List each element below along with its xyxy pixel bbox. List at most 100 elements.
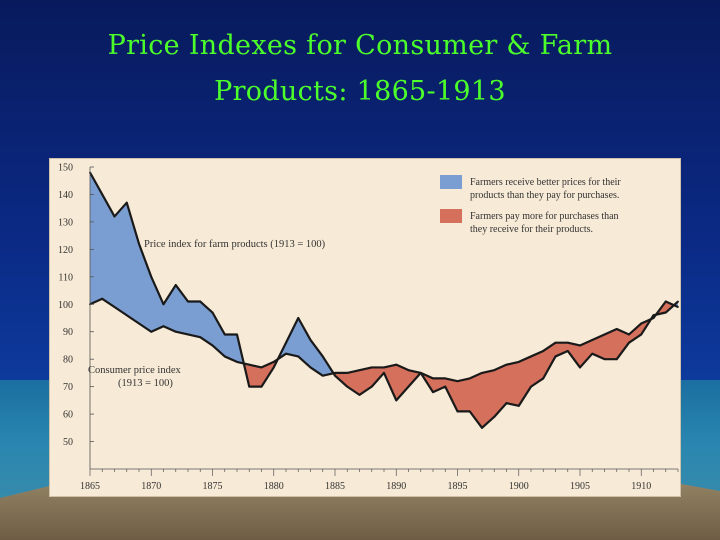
consumer-price-point (664, 300, 667, 303)
consumer-price-point (542, 350, 545, 352)
farm-price-point (272, 366, 275, 369)
consumer-price-point (419, 372, 422, 374)
x-tick-label: 1875 (203, 481, 223, 492)
axes: 50 60 70 80 90 100 110 120 130 140 150 1865 1870 1875… (58, 163, 679, 492)
farm-price-point (297, 317, 300, 319)
x-tick-label: 1890 (386, 481, 406, 492)
legend-swatch (440, 175, 462, 189)
farm-price-point (468, 410, 471, 413)
legend-swatch (440, 209, 462, 223)
slide-title-line1: Price Indexes for Consumer & Farm (107, 30, 613, 61)
farm-price-point (321, 355, 324, 358)
farm-price-point (187, 300, 189, 303)
x-tick-label: 1885 (325, 481, 345, 492)
farm-price-point (150, 275, 153, 278)
consumer-price-point (260, 366, 263, 369)
farm-price-point (517, 404, 520, 407)
consumer-price-point (272, 361, 275, 363)
consumer-price-point (566, 341, 569, 344)
consumer-price-point (125, 314, 128, 317)
farm-price-point (542, 377, 545, 380)
farm-price-point (456, 410, 459, 413)
farm-price-point (505, 402, 508, 405)
farm-price-point (677, 300, 679, 303)
consumer-price-point (285, 352, 287, 355)
farm-price-point (334, 374, 336, 377)
legend-text-line2: they receive for their products. (470, 224, 593, 235)
farm-price-point (370, 385, 373, 388)
farm-price-point (101, 193, 104, 196)
y-tick-label: 110 (58, 272, 73, 283)
farm-price-point (358, 393, 361, 396)
y-tick-label: 150 (58, 163, 73, 174)
legend-text-line1: Farmers receive better prices for their (470, 177, 621, 188)
consumer-price-point (248, 363, 251, 366)
x-tick-label: 1910 (631, 481, 651, 492)
annotations: Price index for farm products (1913 = 10… (88, 239, 326, 389)
consumer-price-point (321, 374, 324, 377)
legend-text-line2: products than they pay for purchases. (470, 190, 619, 201)
farm-price-point (383, 372, 385, 374)
consumer-price-point (615, 328, 618, 330)
farm-price-point (591, 352, 594, 355)
y-tick-label: 90 (63, 327, 73, 338)
legend-text-line1: Farmers pay more for purchases than (470, 211, 619, 222)
consumer-price-point (579, 344, 581, 347)
farm-price-point (530, 385, 532, 388)
x-tick-label: 1905 (570, 481, 590, 492)
farm-price-point (579, 366, 581, 369)
farm-price-point (162, 303, 165, 306)
farm-price-point (664, 311, 667, 314)
farm-price-point (432, 391, 434, 394)
farm-price-point (309, 339, 312, 341)
farm-price-point (407, 385, 410, 388)
consumer-price-point (481, 372, 483, 374)
consumer-price-point (383, 366, 385, 369)
farm-price-point (603, 358, 606, 361)
consumer-price-point (432, 377, 434, 380)
y-tick-label: 130 (58, 217, 73, 228)
farm-price-point (640, 333, 643, 336)
farm-price-point (138, 242, 140, 245)
chart-panel: 50 60 70 80 90 100 110 120 130 140 150 1865 1870 1875… (49, 158, 681, 497)
consumer-price-point (530, 355, 532, 358)
farm-price-point (615, 358, 618, 361)
legend: Farmers receive better prices for their p… (440, 175, 621, 235)
consumer-price-point (517, 361, 520, 363)
x-tick-label: 1870 (141, 481, 161, 492)
consumer-index-label-line2: (1913 = 100) (118, 378, 173, 389)
consumer-price-point (591, 339, 594, 341)
consumer-price-point (150, 330, 153, 333)
consumer-price-point (174, 330, 177, 333)
consumer-price-point (395, 363, 398, 366)
farm-price-point (444, 385, 447, 388)
consumer-price-point (444, 377, 447, 380)
y-tick-label: 60 (63, 410, 73, 421)
farm-price-point (481, 426, 483, 429)
consumer-price-point (297, 355, 300, 358)
farm-price-point (113, 215, 116, 218)
farm-index-label: Price index for farm products (1913 = 10… (144, 239, 326, 250)
consumer-price-point (309, 366, 312, 369)
farm-price-point (211, 311, 214, 314)
consumer-price-point (113, 306, 116, 308)
farm-price-point (199, 300, 202, 303)
consumer-price-point (334, 372, 336, 374)
farm-price-point (248, 385, 251, 388)
consumer-price-point (101, 297, 104, 300)
consumer-price-point (187, 333, 189, 336)
consumer-price-point (493, 369, 496, 372)
x-tick-label: 1865 (80, 481, 100, 492)
consumer-price-point (346, 372, 349, 374)
farm-price-point (174, 284, 177, 286)
y-tick-label: 120 (58, 245, 73, 256)
consumer-price-point (138, 322, 140, 325)
consumer-price-point (677, 306, 679, 308)
consumer-price-point (640, 322, 643, 325)
consumer-price-point (407, 369, 410, 372)
consumer-price-point (223, 355, 226, 358)
farmer-loss-area (333, 319, 652, 428)
farm-price-point (652, 314, 655, 317)
consumer-index-label-line1: Consumer price index (88, 365, 181, 376)
consumer-price-point (211, 344, 214, 347)
